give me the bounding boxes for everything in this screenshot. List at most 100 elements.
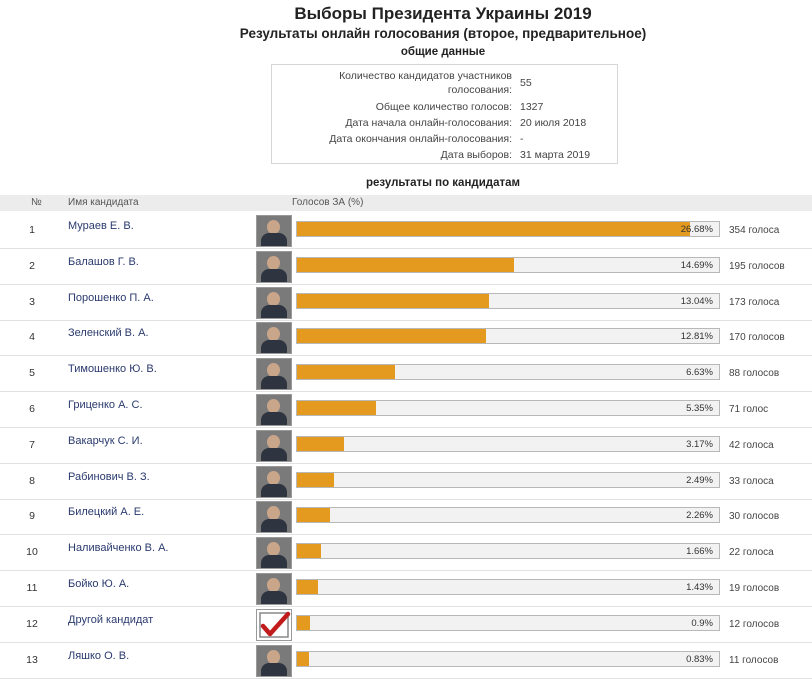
vote-percent-label: 1.66% [686, 546, 713, 558]
candidate-name-link[interactable]: Вакарчук С. И. [68, 434, 143, 447]
column-header-number: № [31, 197, 42, 208]
table-row: 3 Порошенко П. А. 13.04% 173 голоса [0, 285, 812, 321]
summary-label: Дата выборов: [440, 149, 512, 161]
photo-body-shape [261, 447, 287, 461]
photo-head-shape [267, 649, 280, 664]
vote-bar: 12.81% [296, 328, 720, 345]
candidate-photo[interactable] [256, 250, 292, 283]
candidate-name-link[interactable]: Зеленский В. А. [68, 327, 149, 340]
vote-bar-fill [297, 329, 486, 344]
photo-head-shape [267, 434, 280, 449]
vote-percent-label: 2.49% [686, 474, 713, 486]
candidate-photo[interactable] [256, 644, 292, 677]
summary-value: - [520, 133, 524, 145]
row-number: 8 [29, 474, 35, 487]
vote-percent-label: 14.69% [680, 259, 713, 271]
table-row: 2 Балашов Г. В. 14.69% 195 голосов [0, 249, 812, 285]
summary-box: Количество кандидатов участников голосов… [271, 64, 618, 164]
candidate-photo[interactable] [256, 322, 292, 355]
vote-count: 88 голосов [729, 368, 780, 380]
photo-head-shape [267, 291, 280, 306]
table-row: 1 Мураев Е. В. 26.68% 354 голоса [0, 213, 812, 249]
table-row: 13 Ляшко О. В. 0.83% 11 голосов [0, 643, 812, 679]
candidate-name-link[interactable]: Балашов Г. В. [68, 255, 139, 268]
candidate-photo[interactable] [256, 573, 292, 605]
vote-count: 170 голосов [729, 332, 785, 344]
candidate-photo[interactable] [256, 358, 292, 391]
vote-percent-label: 12.81% [680, 331, 713, 343]
summary-label: Общее количество голосов: [375, 101, 512, 113]
candidate-name-link[interactable]: Тимошенко Ю. В. [68, 363, 157, 376]
vote-bar-fill [297, 544, 322, 559]
table-row: 9 Билецкий А. Е. 2.26% 30 голосов [0, 499, 812, 536]
vote-count: 30 голосов [729, 511, 780, 523]
photo-body-shape [261, 662, 287, 676]
photo-body-shape [261, 233, 287, 246]
candidate-name-link[interactable]: Другой кандидат [68, 613, 154, 626]
vote-count: 12 голосов [729, 618, 780, 630]
table-row: 11 Бойко Ю. А. 1.43% 19 голосов [0, 571, 812, 607]
photo-head-shape [267, 578, 280, 592]
vote-bar: 2.49% [296, 471, 720, 488]
photo-head-shape [267, 399, 280, 413]
page-subtitle: Результаты онлайн голосования (второе, п… [239, 26, 647, 41]
vote-percent-label: 2.26% [686, 510, 713, 522]
summary-value: 55 [520, 77, 532, 89]
vote-percent-label: 13.04% [680, 295, 713, 307]
vote-count: 42 голоса [729, 439, 774, 451]
summary-value: 20 июля 2018 [520, 117, 587, 129]
photo-head-shape [267, 363, 280, 378]
table-row: 4 Зеленский В. А. 12.81% 170 голосов [0, 320, 812, 357]
vote-count: 71 голос [729, 404, 769, 415]
checkmark-icon[interactable] [256, 608, 292, 641]
candidate-name-link[interactable]: Рабинович В. З. [68, 470, 150, 483]
table-row: 6 Гриценко А. С. 5.35% 71 голос [0, 392, 812, 428]
photo-body-shape [261, 376, 287, 390]
vote-percent-label: 0.83% [686, 653, 713, 665]
candidate-photo[interactable] [256, 465, 292, 498]
vote-count: 33 голоса [729, 475, 774, 487]
candidate-photo[interactable] [256, 429, 292, 462]
candidate-photo[interactable] [256, 394, 292, 426]
vote-bar-fill [297, 293, 490, 308]
vote-bar-fill [297, 615, 311, 630]
vote-bar: 5.35% [296, 400, 720, 416]
photo-head-shape [267, 542, 280, 557]
row-number: 1 [29, 224, 35, 236]
candidate-photo[interactable] [256, 537, 292, 570]
vote-bar: 0.83% [296, 650, 720, 667]
vote-bar-fill [297, 257, 514, 272]
candidate-name-link[interactable]: Ляшко О. В. [68, 649, 130, 662]
candidate-photo[interactable] [256, 215, 292, 247]
vote-percent-label: 1.43% [686, 582, 713, 593]
row-number: 13 [26, 653, 38, 666]
candidate-photo[interactable] [256, 501, 292, 534]
candidate-name-link[interactable]: Билецкий А. Е. [68, 506, 145, 519]
photo-head-shape [267, 327, 280, 342]
row-number: 11 [26, 582, 38, 594]
candidate-photo[interactable] [256, 286, 292, 319]
row-number: 5 [29, 367, 35, 380]
vote-bar-fill [297, 436, 344, 451]
summary-value: 31 марта 2019 [520, 149, 591, 161]
vote-count: 195 голосов [729, 260, 785, 272]
vote-count: 173 голоса [729, 296, 780, 308]
table-row: 12 Другой кандидат 0.9% 12 голосов [0, 607, 812, 643]
candidate-name-link[interactable]: Наливайченко В. А. [68, 542, 169, 555]
vote-percent-label: 5.35% [686, 403, 713, 414]
candidate-name-link[interactable]: Гриценко А. С. [68, 399, 143, 411]
vote-count: 11 голосов [729, 654, 779, 666]
vote-bar-fill [297, 472, 334, 487]
vote-bar: 13.04% [296, 292, 720, 309]
candidate-name-link[interactable]: Бойко Ю. А. [68, 578, 130, 590]
candidate-name-link[interactable]: Мураев Е. В. [68, 220, 134, 232]
vote-percent-label: 6.63% [686, 367, 713, 379]
candidate-name-link[interactable]: Порошенко П. А. [68, 291, 154, 304]
vote-percent-label: 3.17% [686, 438, 713, 450]
photo-body-shape [261, 483, 287, 497]
summary-label: Дата начала онлайн-голосования: [345, 117, 512, 129]
summary-value: 1327 [520, 101, 544, 113]
photo-head-shape [267, 255, 280, 270]
vote-count: 354 голоса [729, 225, 780, 236]
vote-bar: 1.43% [296, 579, 720, 595]
